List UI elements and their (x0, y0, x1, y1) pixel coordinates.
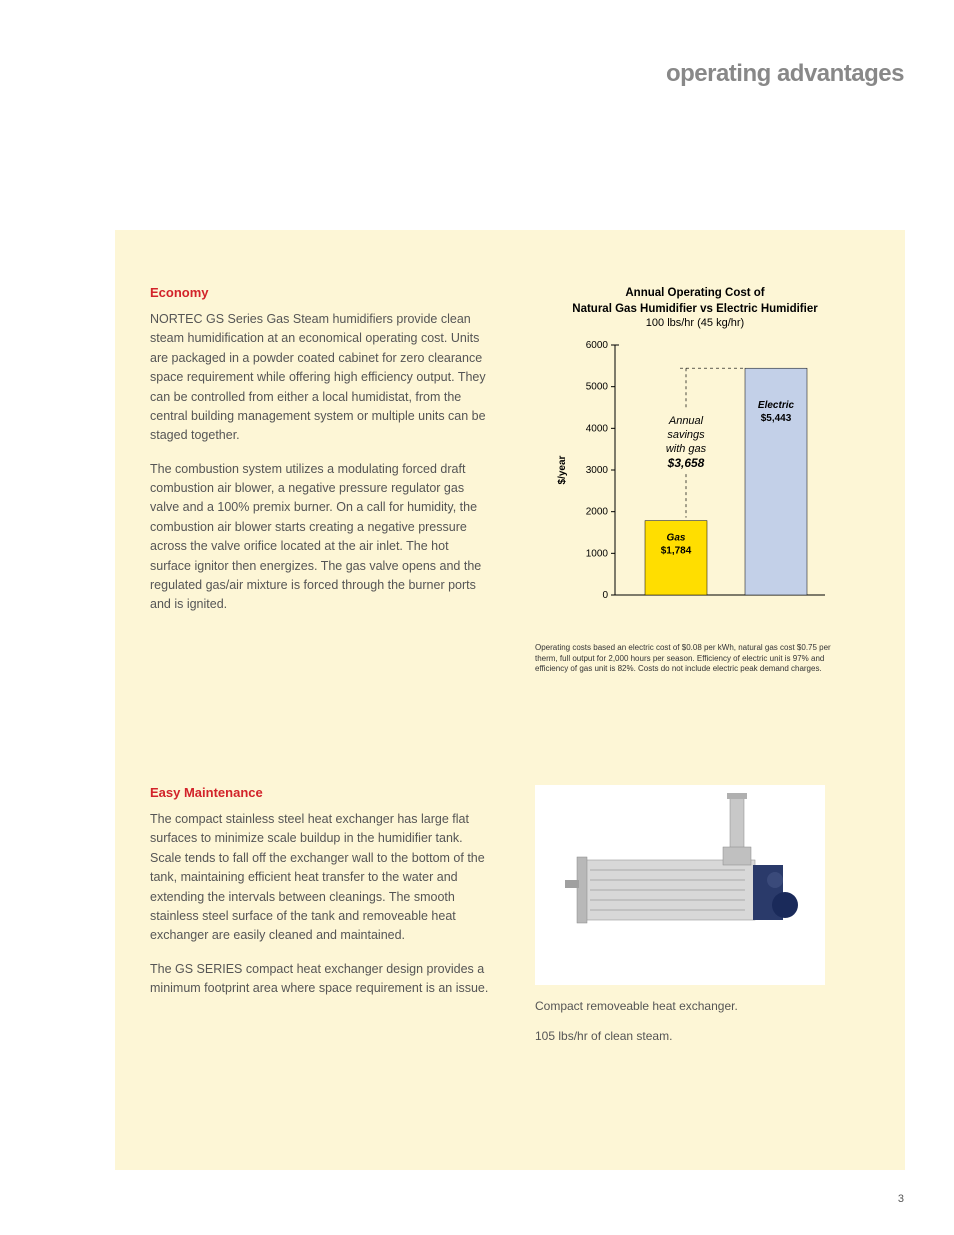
chart-svg: 0 1000 2000 3000 4000 5000 6000 $/year Gas $1,784… (535, 335, 855, 615)
svg-text:$1,784: $1,784 (661, 546, 692, 557)
product-caption-2: 105 lbs/hr of clean steam. (535, 1027, 875, 1045)
svg-text:savings: savings (667, 429, 705, 441)
maintenance-para-2: The GS SERIES compact heat exchanger des… (150, 960, 490, 999)
economy-heading: Economy (150, 285, 490, 300)
svg-text:4000: 4000 (586, 424, 609, 435)
svg-text:0: 0 (602, 590, 608, 601)
maintenance-section: Easy Maintenance The compact stainless s… (150, 785, 490, 1012)
cost-chart: Annual Operating Cost of Natural Gas Hum… (535, 285, 875, 685)
svg-text:$5,443: $5,443 (761, 413, 792, 424)
chart-title-line2: Natural Gas Humidifier vs Electric Humid… (535, 301, 855, 317)
page-number: 3 (898, 1193, 904, 1205)
svg-text:5000: 5000 (586, 382, 609, 393)
content-panel: Economy NORTEC GS Series Gas Steam humid… (115, 230, 905, 1170)
heat-exchanger-svg (535, 785, 825, 985)
svg-text:Electric: Electric (758, 400, 795, 411)
economy-section: Economy NORTEC GS Series Gas Steam humid… (150, 285, 490, 629)
svg-text:$3,658: $3,658 (667, 456, 705, 470)
chart-subtitle: 100 lbs/hr (45 kg/hr) (535, 317, 855, 329)
maintenance-heading: Easy Maintenance (150, 785, 490, 800)
product-figure: Compact removeable heat exchanger. 105 l… (535, 785, 875, 1045)
chart-footnote: Operating costs based an electric cost o… (535, 643, 855, 674)
svg-text:6000: 6000 (586, 340, 609, 351)
product-caption-1: Compact removeable heat exchanger. (535, 997, 875, 1015)
svg-text:3000: 3000 (586, 465, 609, 476)
economy-para-1: NORTEC GS Series Gas Steam humidifiers p… (150, 310, 490, 446)
economy-para-2: The combustion system utilizes a modulat… (150, 460, 490, 615)
svg-text:$/year: $/year (557, 456, 568, 485)
chart-plot-area: 0 1000 2000 3000 4000 5000 6000 $/year Gas $1,784… (535, 335, 855, 615)
maintenance-para-1: The compact stainless steel heat exchang… (150, 810, 490, 946)
page-title: operating advantages (666, 60, 904, 88)
svg-text:Gas: Gas (667, 533, 686, 544)
svg-text:with gas: with gas (666, 443, 707, 455)
svg-text:1000: 1000 (586, 549, 609, 560)
svg-text:Annual: Annual (668, 415, 704, 427)
chart-title-line1: Annual Operating Cost of (535, 285, 855, 301)
heat-exchanger-image (535, 785, 825, 985)
svg-text:2000: 2000 (586, 507, 609, 518)
